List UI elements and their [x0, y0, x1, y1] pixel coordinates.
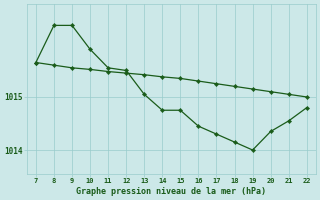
X-axis label: Graphe pression niveau de la mer (hPa): Graphe pression niveau de la mer (hPa) — [76, 187, 266, 196]
